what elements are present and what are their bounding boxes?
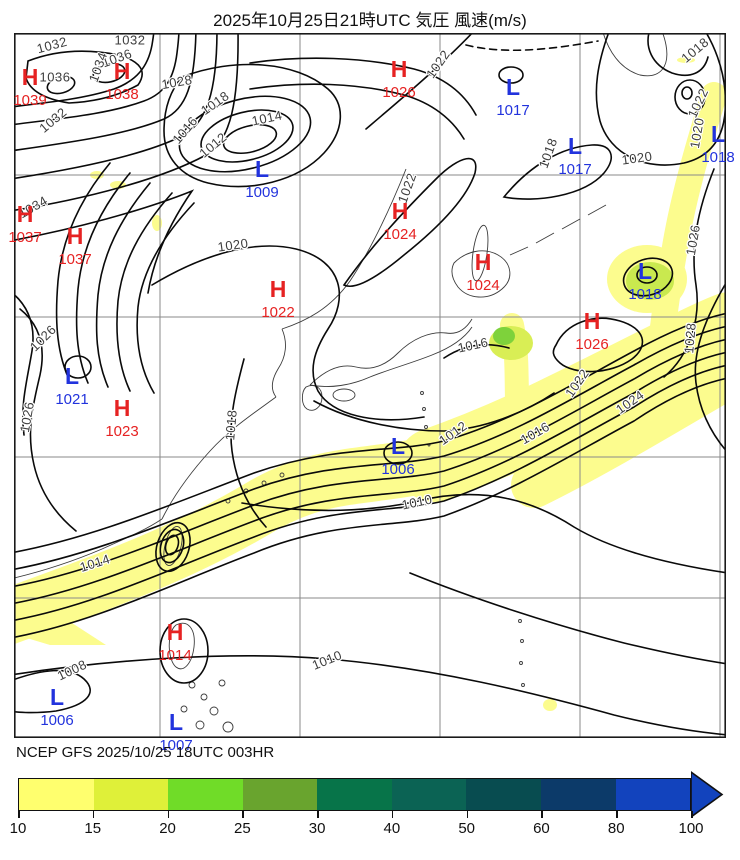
- colorbar-segment-25: [242, 779, 318, 810]
- colorbar-tick: [242, 811, 244, 818]
- colorbar-tick: [541, 811, 543, 818]
- grid-lines: [14, 33, 726, 738]
- colorbar: 10 15 20 25 30 40 50 60 80 100: [0, 771, 740, 850]
- colorbar-segment-20: [168, 779, 243, 810]
- colorbar-segment-15: [93, 779, 169, 810]
- colorbar-segment-10: [19, 779, 94, 810]
- colorbar-segment-30: [317, 779, 392, 810]
- weather-map: 1032 1032 1036 1036 1034 1028 1018 1016 1012 1032…: [8, 33, 734, 754]
- isobar-contours: [14, 33, 726, 736]
- colorbar-segment-40: [391, 779, 467, 810]
- colorbar-tick-label-100: 100: [678, 820, 704, 837]
- colorbar-tick: [691, 811, 693, 818]
- colorbar-tick: [391, 811, 394, 818]
- colorbar-tick-label-40: 40: [383, 820, 401, 837]
- colorbar-tick: [317, 811, 319, 818]
- colorbar-segment-60: [540, 779, 616, 810]
- colorbar-tick: [466, 811, 469, 818]
- colorbar-tick: [92, 811, 95, 818]
- colorbar-tick-label-80: 80: [607, 820, 625, 837]
- colorbar-strip: [18, 778, 691, 811]
- colorbar-segment-50: [466, 779, 541, 810]
- colorbar-segment-80: [615, 779, 691, 810]
- colorbar-tick-label-20: 20: [159, 820, 176, 837]
- colorbar-tick: [616, 811, 618, 818]
- colorbar-tick-label-30: 30: [308, 820, 326, 837]
- page-title: 2025年10月25日21時UTC 気圧 風速(m/s): [213, 11, 527, 30]
- coastlines: [14, 33, 668, 733]
- colorbar-tick: [167, 811, 170, 818]
- colorbar-tick-label-15: 15: [84, 820, 102, 837]
- colorbar-tick-label-10: 10: [9, 820, 27, 837]
- colorbar-tick: [18, 811, 20, 818]
- weather-map-canvas: [14, 33, 726, 738]
- map-border: [14, 33, 726, 738]
- colorbar-tick-label-50: 50: [458, 820, 475, 837]
- colorbar-arrow: [691, 771, 724, 818]
- colorbar-tick-label-60: 60: [533, 820, 550, 837]
- model-run-label: NCEP GFS 2025/10/25 18UTC 003HR: [16, 744, 275, 761]
- colorbar-tick-label-25: 25: [233, 820, 251, 837]
- wind-shading-layer: [14, 82, 726, 645]
